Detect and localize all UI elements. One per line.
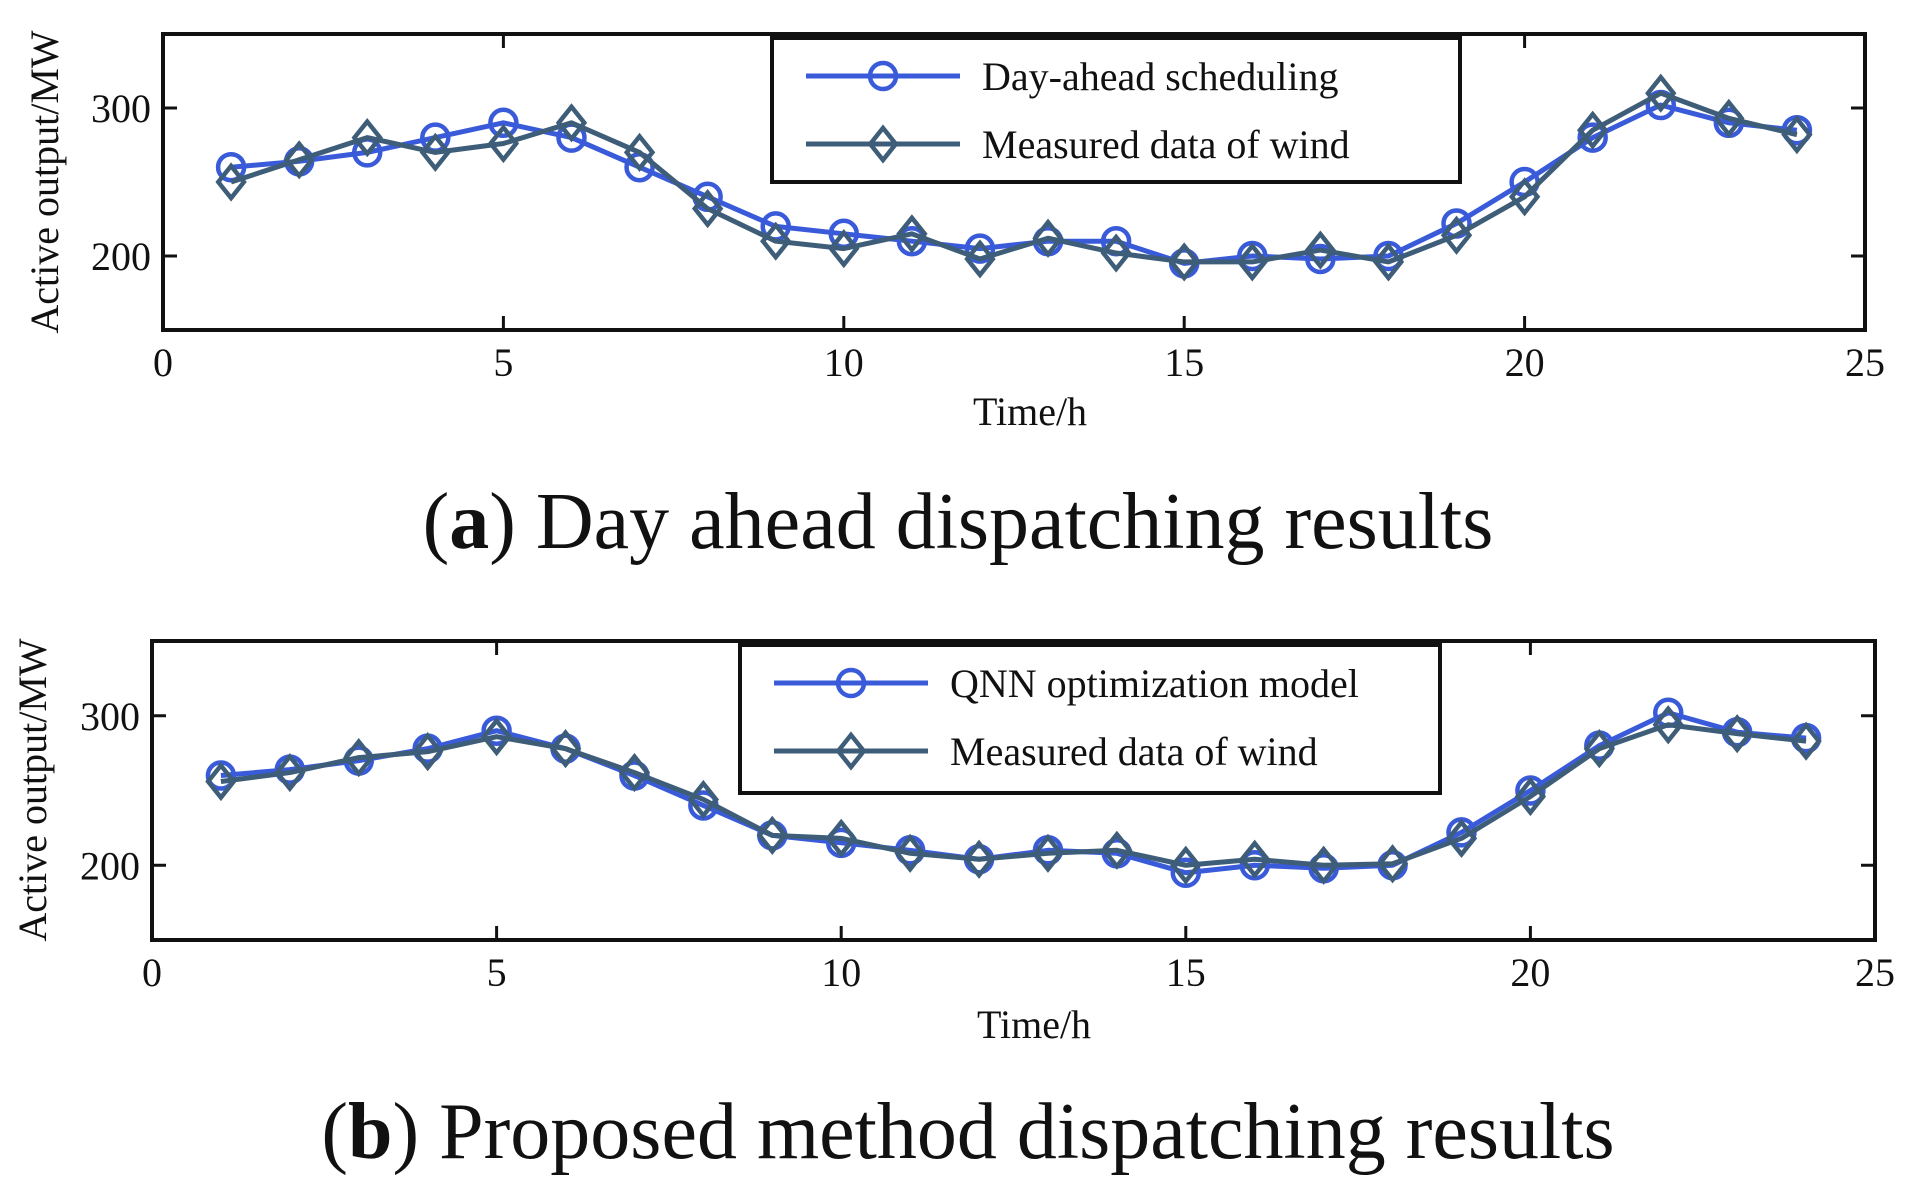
caption-close: ) (489, 478, 516, 566)
data-point-diamond (1583, 729, 1616, 769)
data-point-diamond (1376, 844, 1409, 884)
figure-caption: (b) Proposed method dispatching results (321, 1088, 1614, 1176)
caption-close: ) (393, 1088, 420, 1176)
data-point-diamond (555, 103, 588, 143)
data-point-diamond (1239, 839, 1271, 879)
data-point-diamond (1032, 833, 1064, 873)
caption-text: Proposed method dispatching results (419, 1088, 1614, 1176)
y-axis-label: Active output/MW (22, 30, 67, 334)
chart-a: 0 5 10 15 20 25 200 300 Time/h Active output/MW Da… (22, 30, 1885, 566)
caption-open: ( (423, 478, 450, 566)
x-tick-label: 10 (821, 950, 861, 995)
data-point-diamond (283, 140, 315, 180)
x-tick-label: 20 (1505, 340, 1545, 385)
data-point-diamond (828, 228, 860, 269)
data-point-diamond (1440, 215, 1473, 255)
data-point-diamond (411, 732, 444, 772)
series-2 (205, 705, 1822, 885)
data-point-diamond (1170, 845, 1202, 885)
data-point-diamond (1790, 721, 1822, 761)
data-point-diamond (1514, 776, 1547, 817)
legend: Day-ahead scheduling Measured data of win… (770, 36, 1462, 184)
x-tick-label: 10 (824, 340, 864, 385)
x-tick-label: 15 (1164, 340, 1204, 385)
data-point-diamond (215, 162, 247, 202)
y-tick-label: 300 (80, 694, 140, 739)
data-point-diamond (1576, 110, 1609, 150)
data-point-diamond (687, 779, 720, 820)
data-point-diamond (1304, 230, 1337, 270)
x-tick-label: 5 (487, 950, 507, 995)
chart-b: 0 5 10 15 20 25 200 300 Time/h Active output/MW QN… (10, 638, 1895, 1176)
data-point-diamond (274, 752, 306, 793)
y-tick-label: 200 (91, 234, 151, 279)
x-tick-label: 0 (142, 950, 162, 995)
legend-label: QNN optimization model (950, 661, 1359, 706)
data-point-diamond (760, 221, 792, 261)
data-point-diamond (1508, 177, 1541, 217)
y-tick-label: 300 (91, 86, 151, 131)
legend-marker-diamond (835, 731, 867, 771)
legend-marker-circle (835, 667, 867, 699)
data-point-diamond (1032, 218, 1064, 258)
data-point-diamond (691, 189, 724, 229)
caption-letter: b (348, 1088, 393, 1176)
data-point-diamond (1721, 714, 1753, 754)
data-point-diamond (756, 815, 788, 855)
figure-caption: (a) Day ahead dispatching results (423, 478, 1494, 566)
data-point-circle (1170, 857, 1202, 888)
x-tick-label: 15 (1166, 950, 1206, 995)
legend-label: Measured data of wind (950, 729, 1318, 774)
x-tick-label: 20 (1510, 950, 1550, 995)
data-point-diamond (1236, 242, 1268, 282)
data-point-diamond (964, 239, 996, 279)
y-axis-label: Active output/MW (10, 638, 55, 942)
caption-text: Day ahead dispatching results (516, 478, 1494, 566)
x-axis-label: Time/h (977, 1002, 1091, 1047)
caption-open: ( (321, 1088, 348, 1176)
data-point-diamond (1713, 98, 1745, 138)
data-point-diamond (825, 818, 857, 858)
data-point-diamond (1307, 845, 1340, 885)
data-point-diamond (1781, 115, 1813, 155)
x-tick-label: 5 (493, 340, 513, 385)
data-point-circle (488, 107, 519, 139)
data-point-diamond (351, 117, 383, 158)
y-tick-label: 200 (80, 843, 140, 888)
data-point-diamond (623, 132, 656, 173)
x-tick-label: 0 (153, 340, 173, 385)
x-axis-label: Time/h (973, 389, 1087, 434)
data-point-diamond (896, 214, 928, 254)
x-tick-label: 25 (1845, 340, 1885, 385)
x-tick-label: 25 (1855, 950, 1895, 995)
legend: QNN optimization model Measured data of w… (738, 643, 1442, 795)
data-point-diamond (487, 123, 520, 164)
legend-label: Measured data of wind (982, 122, 1350, 167)
data-point-diamond (1100, 233, 1132, 273)
data-point-diamond (1101, 830, 1133, 870)
data-point-diamond (205, 761, 237, 802)
caption-letter: a (449, 478, 489, 566)
data-point-circle (1305, 243, 1336, 275)
data-point-diamond (549, 729, 582, 769)
data-point-circle (964, 233, 996, 264)
data-point-diamond (1652, 705, 1684, 745)
legend-marker-diamond (867, 124, 899, 164)
data-point-diamond (1445, 818, 1478, 858)
legend-marker-circle (867, 60, 899, 92)
data-point-diamond (480, 717, 513, 757)
series-2 (215, 73, 1813, 282)
data-point-diamond (1372, 242, 1405, 282)
data-point-diamond (963, 839, 995, 879)
legend-label: Day-ahead scheduling (982, 54, 1339, 99)
data-point-diamond (894, 833, 926, 873)
data-point-diamond (343, 738, 375, 778)
data-point-circle (1577, 122, 1608, 153)
data-point-diamond (1168, 242, 1200, 282)
data-point-diamond (419, 132, 452, 173)
data-point-diamond (1645, 73, 1677, 113)
data-point-diamond (618, 752, 651, 793)
